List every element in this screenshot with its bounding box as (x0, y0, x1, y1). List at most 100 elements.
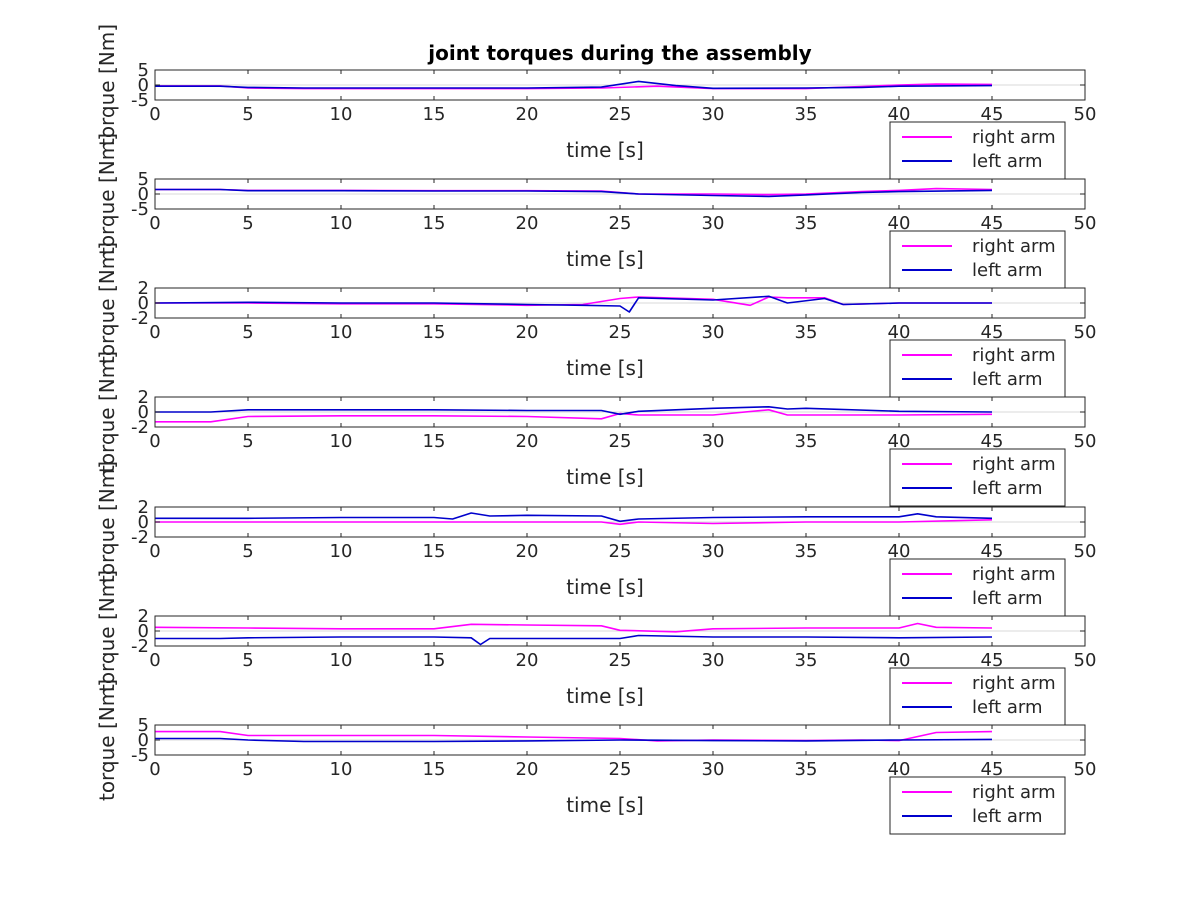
x-tick-label: 40 (888, 650, 911, 671)
y-tick-label: -5 (131, 90, 149, 111)
series-line-left-arm (154, 295, 992, 313)
legend: right arm left arm (889, 121, 1066, 180)
y-axis-label: torque [Nm] (95, 679, 119, 801)
x-axis-label: time [s] (566, 138, 644, 162)
legend-box (889, 667, 1066, 726)
x-tick-label: 40 (888, 322, 911, 343)
x-tick-label: 10 (330, 759, 353, 780)
legend-box (889, 121, 1066, 180)
legend-label-right-arm: right arm (972, 564, 1056, 585)
y-axis-label: torque [Nm] (95, 242, 119, 364)
y-axis-label: torque [Nm] (95, 24, 119, 146)
x-axis-label: time [s] (566, 247, 644, 271)
figure-title: joint torques during the assembly (427, 41, 811, 65)
x-tick-label: 40 (888, 213, 911, 234)
x-tick-label: 50 (1074, 322, 1097, 343)
y-tick-label: -2 (131, 636, 149, 657)
y-tick-label: 0 (138, 512, 149, 533)
series-line-left-arm (155, 80, 993, 90)
y-tick-label: -5 (131, 745, 149, 766)
x-tick-label: 0 (149, 650, 160, 671)
x-tick-label: 45 (981, 759, 1004, 780)
x-tick-label: 25 (609, 104, 632, 125)
x-tick-label: 25 (609, 213, 632, 234)
x-tick-label: 45 (981, 322, 1004, 343)
y-tick-label: 0 (138, 402, 149, 423)
x-tick-label: 15 (423, 650, 446, 671)
x-tick-label: 10 (330, 431, 353, 452)
series-line-left-arm (155, 512, 993, 523)
x-tick-label: 5 (242, 213, 253, 234)
x-tick-label: 5 (242, 431, 253, 452)
x-tick-label: 25 (609, 650, 632, 671)
x-axis-label: time [s] (566, 793, 644, 817)
x-tick-label: 35 (795, 213, 818, 234)
legend-label-left-arm: left arm (972, 588, 1043, 609)
legend: right arm left arm (889, 448, 1066, 507)
legend-box (889, 448, 1066, 507)
x-tick-label: 0 (149, 104, 160, 125)
x-tick-label: 30 (702, 213, 725, 234)
series-line-left-arm (155, 737, 993, 743)
x-tick-label: 10 (330, 322, 353, 343)
legend-label-right-arm: right arm (972, 127, 1056, 148)
x-tick-label: 20 (516, 322, 539, 343)
x-tick-label: 30 (702, 541, 725, 562)
x-tick-label: 20 (516, 213, 539, 234)
legend-label-left-arm: left arm (972, 478, 1043, 499)
y-tick-label: 0 (138, 75, 149, 96)
series-line-right-arm (154, 622, 993, 633)
x-tick-label: 10 (330, 650, 353, 671)
x-tick-label: 20 (516, 104, 539, 125)
x-axis-label: time [s] (566, 575, 644, 599)
x-tick-label: 25 (609, 759, 632, 780)
legend-label-left-arm: left arm (972, 260, 1043, 281)
x-tick-label: 15 (423, 213, 446, 234)
legend: right arm left arm (889, 776, 1066, 835)
y-tick-label: 2 (138, 606, 149, 627)
x-tick-label: 15 (423, 104, 446, 125)
legend-box (889, 776, 1066, 835)
series-line-right-arm (155, 519, 993, 526)
x-tick-label: 20 (516, 650, 539, 671)
series-line-left-arm (155, 634, 993, 646)
x-tick-label: 50 (1074, 213, 1097, 234)
legend-box (889, 558, 1066, 617)
legend: right arm left arm (889, 230, 1066, 289)
x-tick-label: 40 (888, 541, 911, 562)
y-tick-label: 0 (138, 293, 149, 314)
series-line-left-arm (155, 405, 993, 416)
x-tick-label: 20 (516, 431, 539, 452)
x-tick-label: 5 (242, 322, 253, 343)
legend-label-left-arm: left arm (972, 151, 1043, 172)
x-tick-label: 5 (242, 541, 253, 562)
x-tick-label: 40 (888, 759, 911, 780)
x-tick-label: 30 (702, 104, 725, 125)
x-tick-label: 30 (702, 322, 725, 343)
x-tick-label: 0 (149, 759, 160, 780)
x-tick-label: 45 (981, 541, 1004, 562)
legend: right arm left arm (889, 667, 1066, 726)
y-axis-label: torque [Nm] (95, 133, 119, 255)
x-tick-label: 20 (516, 541, 539, 562)
legend: right arm left arm (889, 339, 1066, 398)
legend-label-right-arm: right arm (972, 782, 1056, 803)
y-tick-label: 2 (138, 278, 149, 299)
x-tick-label: 45 (981, 431, 1004, 452)
x-tick-label: 5 (242, 650, 253, 671)
x-tick-label: 10 (330, 213, 353, 234)
x-tick-label: 35 (795, 759, 818, 780)
legend-label-right-arm: right arm (972, 673, 1056, 694)
legend-label-left-arm: left arm (972, 697, 1043, 718)
x-tick-label: 10 (330, 104, 353, 125)
x-tick-label: 0 (149, 541, 160, 562)
x-tick-label: 35 (795, 104, 818, 125)
x-tick-label: 50 (1074, 759, 1097, 780)
y-tick-label: -2 (131, 527, 149, 548)
legend-label-right-arm: right arm (972, 345, 1056, 366)
